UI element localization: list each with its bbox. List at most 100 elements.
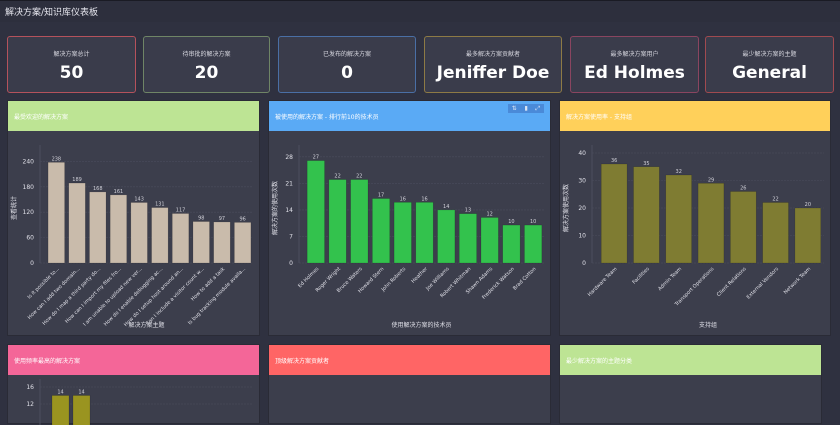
bar-value-label: 131 [155, 202, 165, 208]
x-axis-title: 使用解决方案的技术员 [391, 321, 451, 329]
y-tick-label: 240 [23, 158, 35, 165]
bar-value-label: 29 [708, 177, 714, 183]
y-tick-label: 12 [26, 401, 34, 408]
bar[interactable] [730, 192, 756, 264]
x-tick-label: Admin Team [657, 266, 683, 292]
panel-title: 顶级解决方案贡献者 [275, 356, 329, 365]
bar[interactable] [69, 183, 86, 263]
bar[interactable] [52, 396, 69, 425]
y-tick-label: 10 [578, 233, 586, 240]
bar[interactable] [795, 208, 821, 263]
x-tick-label: Facilities [631, 266, 651, 286]
bar-value-label: 14 [443, 204, 449, 210]
kpi-value: 20 [144, 63, 269, 83]
bar-chart-icon[interactable]: ▮ [524, 105, 527, 112]
bar-value-label: 17 [378, 193, 384, 199]
bar-value-label: 27 [313, 155, 319, 161]
bar[interactable] [152, 208, 169, 263]
bar[interactable] [89, 192, 106, 263]
y-tick-label: 0 [30, 260, 34, 267]
panel-title: 被使用的解决方案 - 排行前10的技术员 [275, 112, 379, 121]
chart-panel: 顶级解决方案贡献者 [268, 344, 551, 424]
bar-value-label: 32 [676, 169, 682, 175]
x-tick-label: Brad Cotton [512, 266, 537, 291]
bar-value-label: 22 [772, 197, 778, 203]
panel-title: 最受欢迎的解决方案 [14, 112, 68, 121]
kpi-label: 待审批的解决方案 [144, 49, 269, 58]
bar[interactable] [666, 175, 692, 263]
bar[interactable] [698, 183, 724, 263]
bar[interactable] [524, 225, 541, 263]
y-tick-label: 0 [582, 260, 586, 267]
bar-chart: 0 10 20 30 40 36 Hardware Team 35 Facilities 32 Ad… [560, 131, 832, 337]
bar-value-label: 98 [198, 216, 204, 222]
bar[interactable] [416, 202, 433, 263]
bar[interactable] [481, 217, 498, 263]
kpi-card[interactable]: 最少解决方案的主题 General [705, 36, 834, 93]
bar[interactable] [172, 214, 189, 264]
bar[interactable] [763, 203, 789, 264]
bar[interactable] [634, 167, 660, 263]
kpi-label: 最多解决方案用户 [571, 49, 698, 58]
y-tick-label: 16 [26, 384, 34, 391]
bar-value-label: 10 [530, 219, 536, 225]
bar[interactable] [193, 222, 210, 263]
bar[interactable] [438, 210, 455, 263]
bar[interactable] [131, 203, 148, 264]
panel-header: 使用频率最高的解决方案 [8, 345, 259, 375]
bar-value-label: 189 [72, 177, 82, 183]
x-tick-label: Heather [410, 266, 429, 285]
bar-value-label: 12 [486, 211, 492, 217]
bar-value-label: 143 [134, 197, 144, 203]
bar[interactable] [307, 161, 324, 263]
y-tick-label: 20 [578, 205, 586, 212]
bar[interactable] [73, 396, 90, 425]
y-tick-label: 40 [578, 150, 586, 157]
bar-value-label: 16 [421, 196, 427, 202]
bar-value-label: 26 [740, 186, 746, 192]
bar-value-label: 36 [611, 158, 617, 164]
swap-icon[interactable]: ⇅ [512, 105, 517, 112]
expand-icon[interactable]: ⤢ [535, 105, 540, 113]
panel-header: 顶级解决方案贡献者 [269, 345, 550, 375]
kpi-value: 0 [279, 63, 415, 83]
bar[interactable] [372, 199, 389, 263]
x-tick-label: Client Relations [716, 266, 748, 298]
x-tick-label: Hardware Team [587, 266, 619, 298]
bar-value-label: 238 [52, 156, 62, 162]
kpi-value: 50 [8, 63, 135, 83]
bar[interactable] [459, 214, 476, 263]
bar[interactable] [110, 195, 127, 263]
x-axis-title: 解决方案主题 [128, 321, 164, 329]
bar[interactable] [351, 180, 368, 263]
bar[interactable] [214, 222, 231, 263]
bar[interactable] [234, 222, 251, 263]
bar-value-label: 35 [643, 161, 649, 167]
bar[interactable] [601, 164, 627, 263]
bar[interactable] [48, 162, 65, 263]
bar[interactable] [394, 202, 411, 263]
panel-header: 被使用的解决方案 - 排行前10的技术员 ⇅ ▮ ⤢ [269, 101, 550, 131]
bar[interactable] [329, 180, 346, 263]
kpi-value: Jeniffer Doe [425, 63, 561, 83]
bar[interactable] [503, 225, 520, 263]
y-axis-title: 解决方案使用次数 [562, 184, 570, 232]
y-tick-label: 7 [289, 233, 293, 240]
y-tick-label: 14 [285, 207, 293, 214]
kpi-value: General [706, 63, 833, 83]
x-tick-label: External Vendors [746, 266, 781, 301]
kpi-card[interactable]: 待审批的解决方案 20 [143, 36, 270, 93]
y-tick-label: 30 [578, 178, 586, 185]
bar-value-label: 22 [334, 174, 340, 180]
kpi-label: 最少解决方案的主题 [706, 49, 833, 58]
